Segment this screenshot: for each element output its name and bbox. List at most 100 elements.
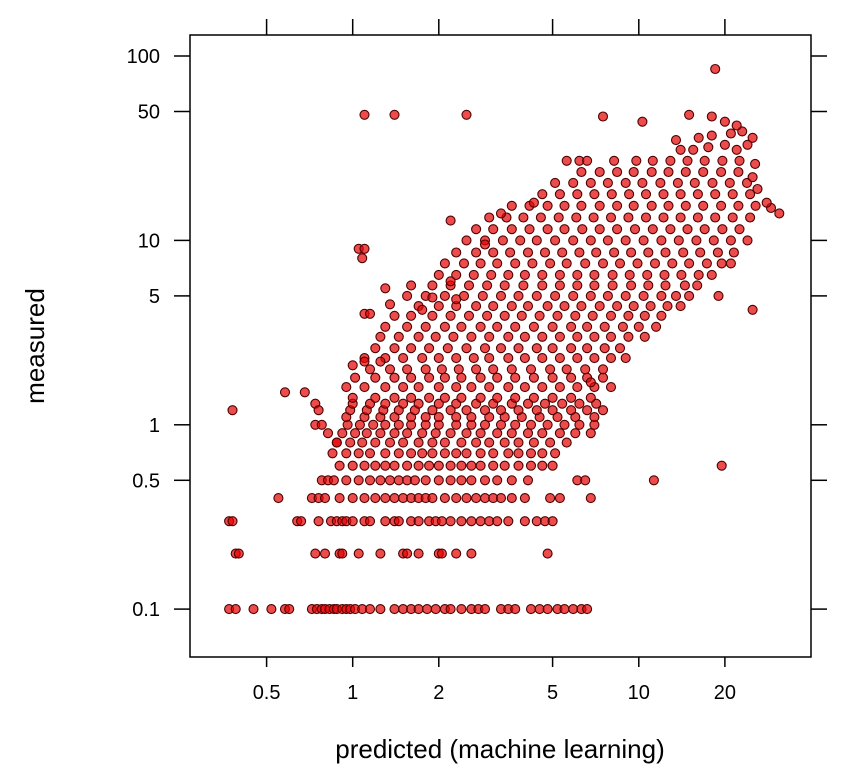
data-point (497, 235, 508, 246)
data-point (475, 448, 486, 459)
data-point (248, 604, 259, 615)
data-point (506, 224, 517, 235)
data-point (406, 310, 417, 321)
data-point (375, 428, 386, 439)
data-point (393, 475, 404, 486)
data-point (375, 604, 386, 615)
data-point (531, 343, 542, 354)
data-point (364, 448, 376, 459)
data-point (602, 235, 613, 246)
data-point (643, 247, 654, 258)
data-point (466, 412, 477, 423)
data-point (585, 493, 596, 504)
data-point (626, 280, 637, 291)
data-point (728, 247, 739, 258)
data-point (528, 197, 539, 208)
data-point (430, 428, 441, 439)
data-point (451, 548, 462, 559)
points-layer (224, 63, 785, 615)
data-point (734, 224, 745, 235)
data-point (719, 116, 730, 127)
data-point (384, 475, 396, 486)
data-point (550, 177, 561, 188)
data-point (542, 548, 553, 559)
data-point (554, 353, 565, 364)
data-point (354, 419, 365, 430)
data-point (609, 247, 620, 258)
data-point (577, 224, 588, 235)
data-point (461, 405, 472, 416)
data-point (620, 353, 631, 364)
data-point (547, 405, 558, 416)
data-point (506, 200, 517, 211)
data-point (663, 166, 674, 178)
data-point (566, 372, 577, 383)
data-point (655, 177, 666, 188)
x-tick-label: 5 (547, 682, 558, 704)
data-point (550, 235, 561, 246)
data-point (445, 475, 456, 486)
data-point (628, 166, 639, 178)
data-point (716, 200, 727, 211)
data-point (547, 321, 558, 332)
data-point (552, 412, 563, 423)
data-point (341, 475, 352, 486)
data-point (466, 331, 477, 342)
data-point (316, 419, 327, 430)
data-point (384, 299, 396, 310)
data-point (602, 177, 613, 188)
data-point (424, 392, 435, 403)
data-point (554, 269, 565, 280)
data-point (612, 224, 623, 235)
data-point (589, 353, 600, 364)
data-point (637, 177, 648, 188)
data-point (495, 290, 507, 301)
data-point (750, 200, 761, 211)
data-point (633, 321, 644, 332)
data-point (484, 382, 495, 393)
data-point (327, 448, 338, 459)
data-point (328, 475, 339, 486)
data-point (424, 460, 435, 471)
data-point (375, 356, 386, 367)
data-point (433, 475, 444, 486)
data-point (479, 604, 491, 615)
data-point (350, 428, 361, 439)
data-point (585, 392, 596, 403)
data-point (675, 189, 686, 200)
data-point (632, 258, 643, 269)
data-point (475, 392, 486, 403)
data-point (607, 280, 618, 291)
data-point (389, 343, 400, 354)
data-point (359, 382, 370, 393)
data-point (542, 224, 553, 235)
data-point (542, 419, 553, 430)
data-point (359, 493, 370, 504)
data-point (698, 200, 709, 211)
data-point (656, 310, 667, 321)
data-point (646, 200, 657, 211)
data-point (451, 353, 462, 364)
data-point (574, 247, 585, 258)
data-point (742, 235, 753, 246)
data-point (719, 139, 730, 150)
data-point (439, 258, 450, 269)
data-point (745, 212, 756, 223)
data-point (353, 548, 364, 559)
data-point (545, 258, 556, 269)
data-point (451, 294, 462, 305)
data-point (495, 343, 507, 354)
data-point (522, 301, 534, 312)
data-point (724, 177, 735, 188)
data-point (643, 280, 654, 291)
data-point (484, 353, 495, 364)
data-point (642, 269, 653, 280)
data-point (571, 212, 582, 223)
data-point (537, 448, 548, 459)
data-point (461, 448, 472, 459)
data-point (554, 189, 565, 200)
y-tick-label: 1 (149, 415, 160, 437)
data-point (519, 331, 530, 342)
data-point (492, 392, 503, 403)
data-point (617, 321, 628, 332)
